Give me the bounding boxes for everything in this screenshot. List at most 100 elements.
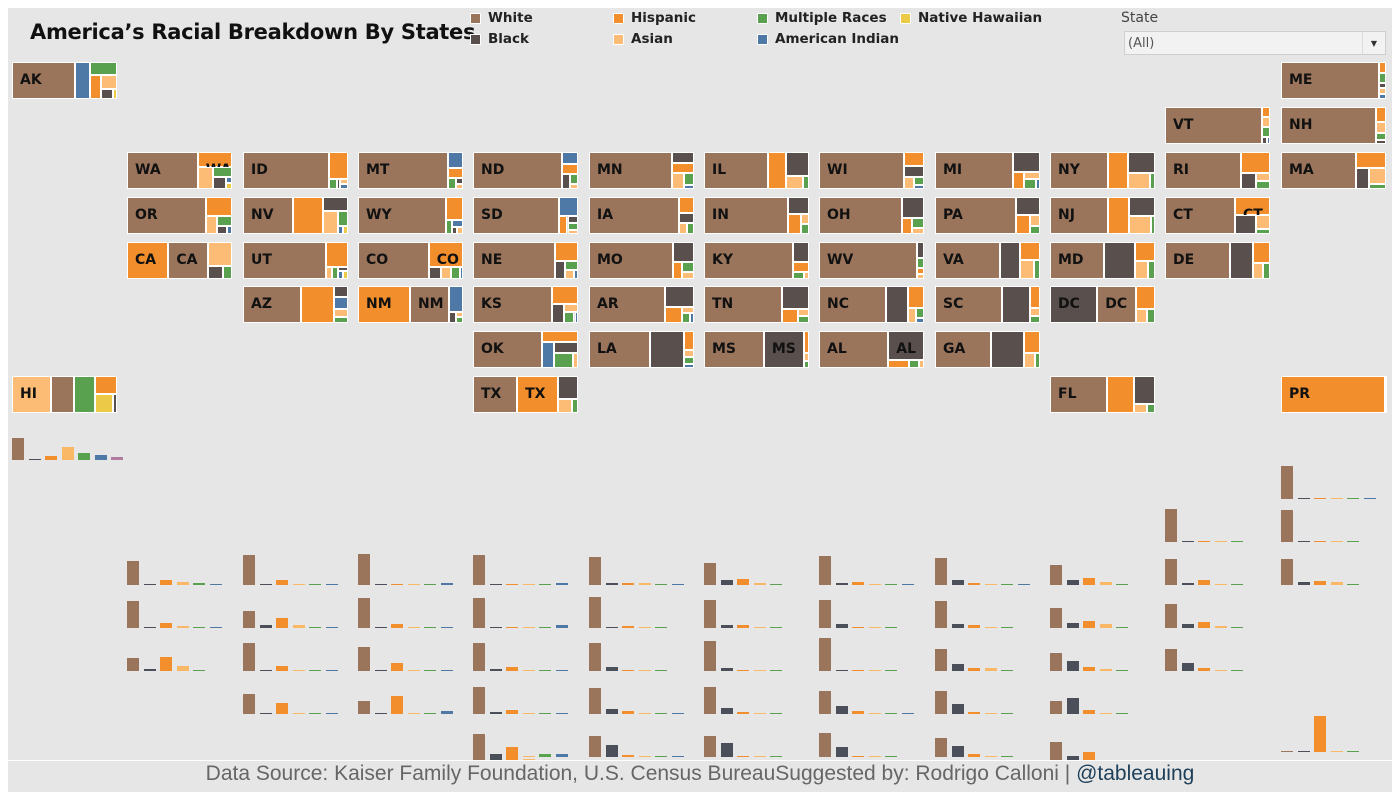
- treemap-cell-white[interactable]: [935, 242, 1000, 279]
- bar-hispanic[interactable]: [391, 583, 403, 585]
- treemap-cell-amind[interactable]: [448, 152, 463, 168]
- treemap-cell-hispanic[interactable]: [446, 197, 463, 221]
- bar-hispanic[interactable]: [968, 711, 980, 714]
- treemap-cell-hispanic[interactable]: [793, 261, 809, 272]
- treemap-cell-black[interactable]: [1001, 286, 1030, 323]
- bar-hispanic[interactable]: [852, 669, 864, 671]
- treemap-cell-multiple[interactable]: [213, 166, 232, 177]
- treemap-cell-white[interactable]: [358, 152, 449, 189]
- state-tile-ia[interactable]: IA: [589, 197, 694, 234]
- treemap-cell-white[interactable]: [243, 197, 293, 234]
- bar-black[interactable]: [1066, 579, 1079, 585]
- treemap-cell-hispanic[interactable]: [1015, 214, 1030, 234]
- treemap-cell-hispanic[interactable]: [89, 74, 102, 99]
- treemap-cell-asian[interactable]: [456, 311, 463, 318]
- treemap-cell-black[interactable]: [785, 152, 809, 176]
- bar-hispanic[interactable]: [852, 626, 864, 628]
- treemap-cell-white[interactable]: [589, 286, 666, 323]
- bar-asian[interactable]: [984, 626, 997, 628]
- treemap-cell-hispanic[interactable]: [1134, 242, 1155, 262]
- bar-hispanic[interactable]: [737, 578, 749, 585]
- treemap-cell-black[interactable]: [793, 242, 809, 262]
- treemap-cell-amind[interactable]: [574, 312, 578, 323]
- bar-asian[interactable]: [638, 626, 651, 628]
- treemap-cell-white[interactable]: [935, 152, 1013, 189]
- treemap-cell-hispanic[interactable]: [671, 162, 694, 174]
- bar-black[interactable]: [489, 583, 502, 585]
- treemap-cell-multiple[interactable]: [916, 308, 924, 319]
- bar-hispanic[interactable]: [391, 624, 403, 628]
- treemap-cell-hispanic[interactable]: [908, 286, 924, 309]
- bar-multiple[interactable]: [424, 669, 436, 671]
- treemap-cell-hispanic[interactable]: [329, 152, 348, 179]
- treemap-cell-amind[interactable]: [690, 313, 694, 323]
- bar-multiple[interactable]: [193, 669, 205, 671]
- bar-amind[interactable]: [325, 626, 338, 628]
- treemap-cell-black[interactable]: [213, 176, 226, 189]
- treemap-cell-white[interactable]: [358, 197, 447, 234]
- treemap-cell-black[interactable]: [338, 266, 348, 271]
- bar-hispanic[interactable]: [506, 626, 518, 628]
- treemap-cell-amind[interactable]: [340, 183, 348, 189]
- treemap-cell-hispanic[interactable]: [1107, 197, 1129, 234]
- bar-asian[interactable]: [753, 669, 766, 671]
- bar-white[interactable]: [358, 646, 370, 671]
- state-tile-ne[interactable]: NE: [473, 242, 578, 279]
- bar-multiple[interactable]: [885, 755, 897, 757]
- bar-multiple[interactable]: [539, 626, 551, 628]
- state-tile-ks[interactable]: KS: [473, 286, 578, 323]
- bar-white[interactable]: [589, 735, 601, 757]
- bar-black[interactable]: [374, 626, 387, 628]
- bar-black[interactable]: [951, 704, 964, 714]
- bar-amind[interactable]: [440, 582, 453, 585]
- treemap-cell-white[interactable]: [704, 331, 764, 368]
- treemap-cell-asian[interactable]: [683, 349, 694, 357]
- treemap-cell-multiple[interactable]: [1378, 72, 1386, 84]
- state-tile-mi[interactable]: MI: [935, 152, 1040, 189]
- treemap-cell-multiple[interactable]: [1262, 262, 1270, 279]
- treemap-cell-black[interactable]: [334, 286, 348, 298]
- treemap-cell-asian[interactable]: [564, 303, 578, 312]
- bar-hispanic[interactable]: [1198, 540, 1210, 542]
- treemap-cell-multiple[interactable]: [564, 312, 575, 323]
- treemap-cell-amind[interactable]: [449, 286, 463, 312]
- treemap-cell-white[interactable]: [819, 286, 886, 323]
- bar-asian[interactable]: [522, 626, 535, 628]
- treemap-cell-black[interactable]: [885, 286, 909, 323]
- bar-black[interactable]: [489, 626, 502, 628]
- bar-hispanic[interactable]: [622, 711, 634, 714]
- treemap-cell-hispanic[interactable]: [554, 242, 578, 261]
- treemap-cell-multiple[interactable]: [683, 356, 694, 365]
- treemap-cell-black[interactable]: [323, 197, 348, 211]
- treemap-cell-hispanic[interactable]: [1262, 107, 1270, 117]
- bar-hispanic[interactable]: [852, 582, 864, 585]
- bar-amind[interactable]: [440, 669, 453, 671]
- treemap-cell-multiple[interactable]: [1029, 226, 1040, 234]
- treemap-cell-asian[interactable]: [565, 269, 574, 279]
- treemap-cell-hispanic[interactable]: [1375, 107, 1386, 122]
- treemap-cell-hispanic[interactable]: [679, 197, 694, 213]
- bar-white[interactable]: [1281, 509, 1293, 542]
- bar-amind[interactable]: [555, 624, 568, 628]
- bar-multiple[interactable]: [655, 583, 667, 585]
- bar-white[interactable]: [1165, 559, 1177, 585]
- treemap-cell-asian[interactable]: [671, 173, 685, 189]
- treemap-cell-hispanic[interactable]: [552, 286, 578, 304]
- treemap-cell-white[interactable]: [819, 331, 889, 368]
- bar-white[interactable]: [1050, 608, 1062, 628]
- treemap-cell-asian[interactable]: [803, 271, 809, 279]
- treemap-cell-asian[interactable]: [801, 213, 809, 224]
- treemap-cell-black[interactable]: [1230, 242, 1254, 279]
- treemap-cell-asian[interactable]: [1253, 262, 1263, 279]
- bar-multiple[interactable]: [424, 626, 436, 628]
- legend-item-amind[interactable]: American Indian: [757, 31, 899, 47]
- bar-multiple[interactable]: [309, 712, 321, 714]
- bar-black[interactable]: [489, 754, 502, 757]
- bar-black[interactable]: [1297, 750, 1310, 752]
- bar-multiple[interactable]: [1001, 669, 1013, 671]
- bar-asian[interactable]: [1214, 540, 1227, 542]
- treemap-cell-black[interactable]: [562, 174, 571, 189]
- treemap-cell-multiple[interactable]: [798, 315, 809, 323]
- treemap-cell-asian[interactable]: [12, 376, 51, 413]
- treemap-cell-asian[interactable]: [1134, 261, 1149, 279]
